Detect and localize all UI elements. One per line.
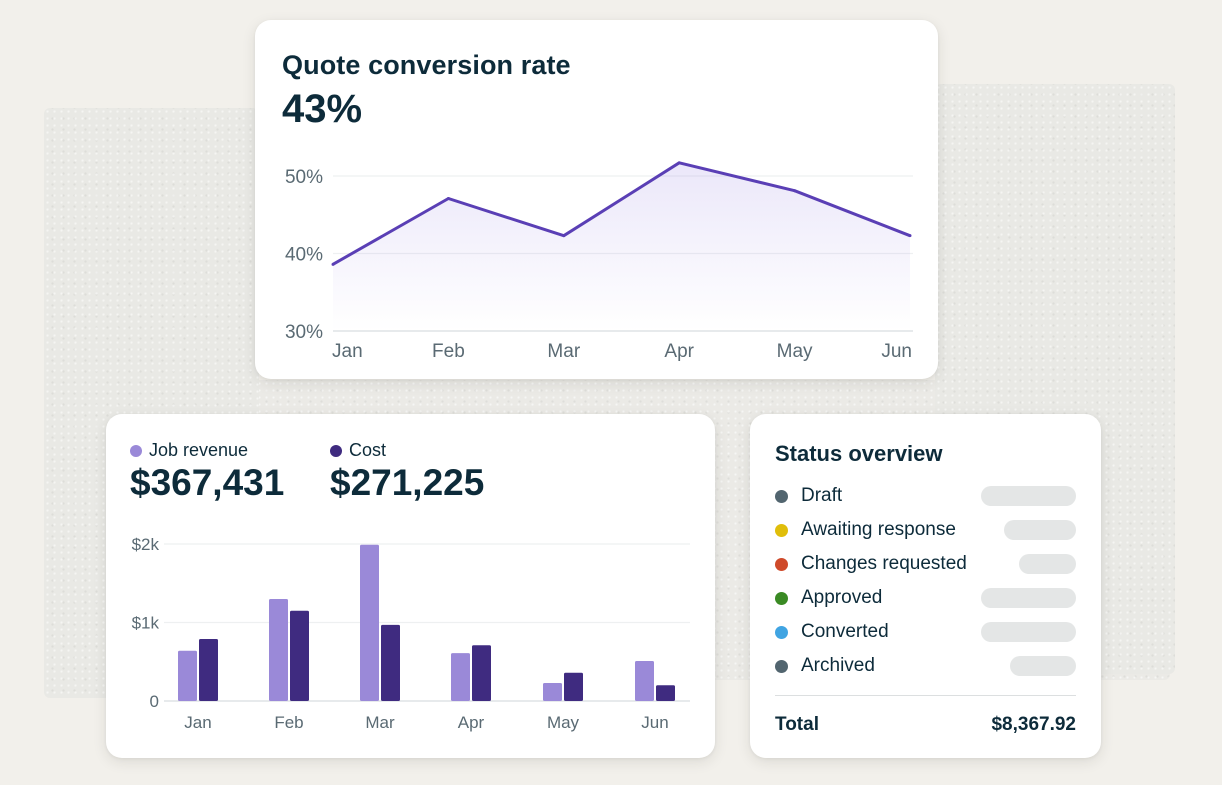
line-xtick-label: Jan xyxy=(332,341,363,362)
status-total-value: $8,367.92 xyxy=(991,714,1076,735)
status-dot-icon xyxy=(775,523,788,537)
status-value-placeholder xyxy=(1010,656,1076,676)
bar-xtick-label: Jun xyxy=(641,713,668,732)
line-ytick-label: 30% xyxy=(285,322,323,343)
bar-job-revenue xyxy=(451,653,470,701)
status-row: Approved xyxy=(775,581,1076,615)
status-row: Archived xyxy=(775,649,1076,683)
job-revenue-total: $367,431 xyxy=(130,462,285,503)
line-ytick-label: 50% xyxy=(285,167,323,188)
bar-ytick-label: $2k xyxy=(132,535,160,554)
status-row: Changes requested xyxy=(775,547,1076,581)
status-dot-icon xyxy=(775,625,788,639)
status-row: Converted xyxy=(775,615,1076,649)
bar-job-revenue xyxy=(543,682,562,701)
status-dot-icon xyxy=(775,591,788,605)
line-xtick-label: May xyxy=(777,341,813,362)
revenue-cost-card: Job revenue Cost $367,431 $271,225 0 $1k $… xyxy=(106,414,715,758)
status-overview-card: Status overview Draft Awaiting response Ch… xyxy=(750,414,1101,758)
legend-cost: Cost xyxy=(330,440,386,461)
bar-xtick-label: Mar xyxy=(365,713,395,732)
status-list: Draft Awaiting response Changes requested A… xyxy=(775,479,1076,683)
bar-cost xyxy=(381,624,400,701)
status-label: Awaiting response xyxy=(801,519,956,540)
status-value-placeholder xyxy=(1019,554,1076,574)
bar-job-revenue xyxy=(635,660,654,701)
line-data-point xyxy=(908,234,912,238)
legend-dot-cost xyxy=(330,444,342,457)
cost-total: $271,225 xyxy=(330,462,485,503)
line-xtick-label: Jun xyxy=(881,341,912,362)
status-dot-icon xyxy=(775,489,788,503)
bar-chart: 0 $1k $2k Jan Feb Mar Apr May Jun xyxy=(132,535,690,732)
status-row: Awaiting response xyxy=(775,513,1076,547)
bar-ytick-label: 0 xyxy=(150,692,159,711)
status-label: Changes requested xyxy=(801,553,967,574)
bar-xtick-label: Feb xyxy=(274,713,303,732)
status-label: Approved xyxy=(801,587,883,608)
status-value-placeholder xyxy=(981,588,1076,608)
status-overview-title: Status overview xyxy=(775,441,943,466)
line-data-point xyxy=(446,196,450,200)
line-xtick-label: Mar xyxy=(547,341,580,362)
quote-conversion-title: Quote conversion rate xyxy=(282,50,571,80)
bar-job-revenue xyxy=(269,598,288,701)
quote-conversion-value: 43% xyxy=(282,87,363,131)
bar-cost xyxy=(472,645,491,701)
legend-job-revenue: Job revenue xyxy=(130,440,248,461)
status-label: Draft xyxy=(801,485,843,506)
line-data-point xyxy=(562,234,566,238)
bar-cost xyxy=(199,638,218,701)
line-data-point xyxy=(677,161,681,165)
bar-ytick-label: $1k xyxy=(132,614,160,633)
status-value-placeholder xyxy=(981,486,1076,506)
line-xtick-label: Feb xyxy=(432,341,465,362)
status-total-label: Total xyxy=(775,714,819,735)
status-value-placeholder xyxy=(1003,520,1076,540)
line-data-point xyxy=(793,189,797,193)
bar-job-revenue xyxy=(178,650,197,701)
bar-xtick-label: May xyxy=(547,713,580,732)
quote-conversion-card: Quote conversion rate 43% 30% 40% 50% Jan F… xyxy=(255,20,938,379)
line-chart: 30% 40% 50% Jan Feb Mar Apr May Jun xyxy=(285,161,913,362)
line-area-fill xyxy=(333,162,910,331)
status-label: Converted xyxy=(801,621,889,642)
status-dot-icon xyxy=(775,557,788,571)
line-ytick-label: 40% xyxy=(285,245,323,266)
legend-label-revenue: Job revenue xyxy=(149,440,249,460)
line-data-point xyxy=(331,262,335,266)
bar-xtick-label: Apr xyxy=(458,713,485,732)
bar-job-revenue xyxy=(360,544,379,701)
status-dot-icon xyxy=(775,659,788,673)
bar-cost xyxy=(656,685,675,701)
bar-xtick-label: Jan xyxy=(184,713,211,732)
line-series xyxy=(332,161,911,266)
legend-dot-revenue xyxy=(130,444,142,457)
status-value-placeholder xyxy=(981,622,1076,642)
status-label: Archived xyxy=(801,655,875,676)
line-xtick-label: Apr xyxy=(664,341,694,362)
legend-label-cost: Cost xyxy=(349,440,387,460)
status-divider xyxy=(775,695,1076,696)
bar-cost xyxy=(290,610,309,701)
bar-cost xyxy=(564,672,583,701)
status-row: Draft xyxy=(775,479,1076,513)
